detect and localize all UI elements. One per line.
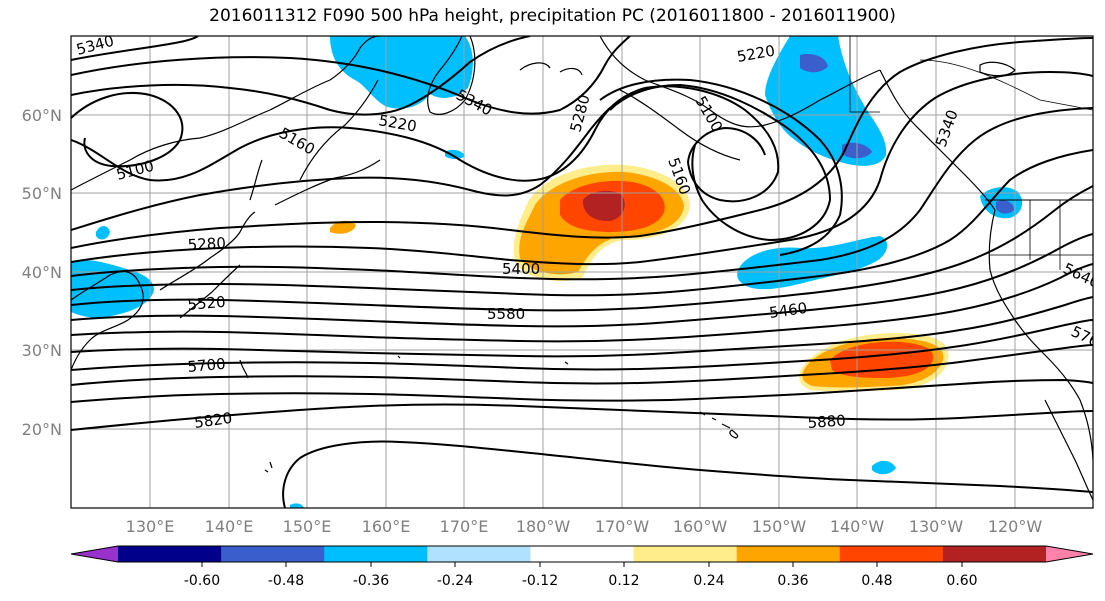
colorbar-extend-low xyxy=(71,546,118,562)
contour-label: 5880 xyxy=(807,411,846,432)
colorbar-label: 0.48 xyxy=(861,573,892,589)
colorbar-segments xyxy=(71,546,1093,562)
colorbar-segment xyxy=(736,546,841,562)
lat-label: 20°N xyxy=(22,420,62,439)
colorbar-segment xyxy=(221,546,325,562)
lon-label: 140°W xyxy=(830,517,885,536)
contour-label: 5400 xyxy=(502,260,540,278)
contour-label: 5460 xyxy=(768,299,808,322)
lat-label: 60°N xyxy=(22,106,62,125)
contour-label: 5580 xyxy=(487,305,525,323)
colorbar-label: -0.12 xyxy=(522,573,558,589)
colorbar-tick-labels: -0.60 -0.48 -0.36 -0.24 -0.12 0.12 0.24 … xyxy=(184,573,978,589)
colorbar-segment xyxy=(530,546,635,562)
lon-label: 150°W xyxy=(752,517,807,536)
contour-label: 5820 xyxy=(193,409,233,432)
map-frame xyxy=(70,35,1094,509)
map-plot-area: 5340 5220 5340 5280 5220 5100 5160 5100 … xyxy=(71,36,1093,508)
lat-label: 30°N xyxy=(22,341,62,360)
colorbar-label: 0.60 xyxy=(946,573,977,589)
precip-negative-region-okhotsk xyxy=(330,36,473,109)
colorbar-label: 0.24 xyxy=(693,573,724,589)
colorbar-segment xyxy=(839,546,944,562)
colorbar-label: 0.36 xyxy=(777,573,808,589)
colorbar-extend-high xyxy=(1046,546,1093,562)
colorbar-segment xyxy=(633,546,738,562)
contour-label: 5520 xyxy=(187,293,227,314)
lon-label: 170°E xyxy=(440,517,489,536)
colorbar-label: -0.60 xyxy=(184,573,220,589)
precip-negative-region-central xyxy=(737,236,888,290)
colorbar-label: -0.24 xyxy=(437,573,473,589)
lon-label: 130°E xyxy=(126,517,175,536)
colorbar-segment xyxy=(942,546,1047,562)
contour-label: 5700 xyxy=(187,355,227,376)
colorbar-segment xyxy=(324,546,428,562)
colorbar-outline xyxy=(70,545,1094,563)
colorbar-label: 0.12 xyxy=(608,573,639,589)
lon-label: 160°W xyxy=(673,517,728,536)
contour-label: 5280 xyxy=(187,234,226,254)
height-contours xyxy=(71,36,1093,508)
latitude-axis: 60°N 50°N 40°N 30°N 20°N xyxy=(22,106,62,439)
map-title: 2016011312 F090 500 hPa height, precipit… xyxy=(209,6,896,26)
colorbar-label: -0.36 xyxy=(353,573,389,589)
colorbar-ticks xyxy=(201,562,963,567)
lon-label: 180°W xyxy=(516,517,571,536)
lat-label: 50°N xyxy=(22,184,62,203)
lat-label: 40°N xyxy=(22,263,62,282)
colorbar-label: -0.48 xyxy=(268,573,304,589)
colorbar-segment xyxy=(118,546,222,562)
lon-label: 120°W xyxy=(988,517,1043,536)
lon-label: 140°E xyxy=(205,517,254,536)
lon-label: 130°W xyxy=(909,517,964,536)
lon-label: 170°W xyxy=(595,517,650,536)
lon-label: 150°E xyxy=(283,517,332,536)
colorbar: -0.60 -0.48 -0.36 -0.24 -0.12 0.12 0.24 … xyxy=(70,545,1094,589)
lon-label: 160°E xyxy=(362,517,411,536)
longitude-axis: 130°E 140°E 150°E 160°E 170°E 180°W 170°… xyxy=(126,517,1043,536)
colorbar-segment xyxy=(427,546,531,562)
